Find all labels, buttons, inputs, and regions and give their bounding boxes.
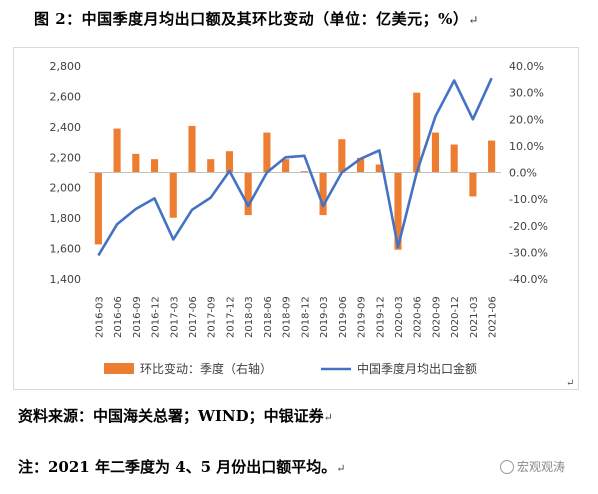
x-axis-tick-label: 2016-03 [94, 296, 105, 338]
right-axis-tick-label: 0.0% [509, 167, 537, 180]
x-axis-tick-label: 2016-06 [113, 296, 124, 338]
left-axis-tick-label: 2,000 [50, 182, 82, 195]
bar-qoq-change [113, 128, 121, 173]
x-axis-tick-label: 2020-09 [431, 296, 442, 338]
x-axis-tick-label: 2020-06 [413, 296, 424, 338]
left-axis-tick-label: 2,600 [50, 90, 82, 103]
bar-qoq-change [375, 164, 383, 173]
legend-label-line: 中国季度月均出口金额 [357, 361, 477, 376]
bar-qoq-change [488, 140, 496, 173]
right-axis-tick-label: -20.0% [509, 220, 548, 233]
bar-qoq-change [413, 92, 421, 173]
x-axis-tick-label: 2018-06 [263, 296, 274, 338]
x-axis-tick-label: 2020-03 [394, 296, 405, 338]
bar-qoq-change [169, 172, 177, 218]
x-axis-tick-label: 2017-12 [225, 296, 236, 338]
left-axis-tick-label: 2,200 [50, 151, 82, 164]
x-axis-tick-label: 2018-09 [282, 296, 293, 338]
bar-qoq-change [469, 172, 477, 197]
bar-qoq-change [244, 172, 252, 216]
right-axis-tick-label: 20.0% [509, 113, 544, 126]
bar-qoq-change [319, 172, 327, 216]
bar-qoq-change [356, 157, 365, 173]
left-axis-tick-label: 2,800 [50, 60, 82, 73]
watermark: 宏观观涛 [500, 458, 565, 475]
right-axis-tick-label: 40.0% [509, 60, 544, 73]
chart-title: 图 2：中国季度月均出口额及其环比变动（单位：亿美元；%）↵ [34, 8, 479, 29]
bar-qoq-change [263, 132, 271, 173]
x-axis-tick-label: 2019-06 [338, 296, 349, 338]
left-axis-tick-label: 1,400 [50, 273, 82, 286]
right-axis-tick-label: -40.0% [509, 273, 548, 286]
x-axis-tick-label: 2016-12 [151, 296, 162, 338]
x-axis-tick-label: 2019-12 [375, 296, 386, 338]
wechat-icon [500, 460, 514, 474]
x-axis-tick-label: 2016-09 [132, 296, 143, 338]
right-axis-tick-label: 10.0% [509, 140, 544, 153]
bar-qoq-change [300, 171, 308, 173]
right-axis-tick-label: -10.0% [509, 193, 548, 206]
x-axis-tick-label: 2017-09 [207, 296, 218, 338]
x-axis-tick-label: 2020-12 [450, 296, 461, 338]
source-text: 资料来源：中国海关总署；WIND；中银证券 [18, 407, 324, 425]
right-axis-tick-label: -30.0% [509, 246, 548, 259]
x-axis-tick-label: 2019-09 [357, 296, 368, 338]
watermark-text: 宏观观涛 [517, 460, 566, 474]
x-axis-tick-label: 2021-03 [469, 296, 480, 338]
x-axis-tick-label: 2018-03 [244, 296, 255, 338]
note-text: 注：2021 年二季度为 4、5 月份出口额平均。 [18, 458, 337, 476]
source-paragraph-mark: ↵ [323, 411, 333, 424]
line-monthly-export [97, 77, 493, 257]
left-axis-tick-label: 1,600 [50, 243, 82, 256]
left-axis-tick-label: 1,800 [50, 212, 82, 225]
chart-container: 1,400 1,600 1,800 2,000 2,200 2,400 2,600 2,800… [13, 47, 579, 390]
bar-qoq-change [94, 172, 102, 245]
source-line: 资料来源：中国海关总署；WIND；中银证券↵ [18, 405, 333, 426]
x-axis-tick-label: 2019-03 [319, 296, 330, 338]
x-axis-tick-label: 2017-06 [188, 296, 199, 338]
legend-label-bar: 环比变动：季度（右轴） [140, 361, 272, 376]
bar-qoq-change [188, 125, 196, 173]
right-axis-tick-label: 30.0% [509, 87, 544, 100]
bar-qoq-change [450, 144, 458, 173]
bar-qoq-change [132, 153, 140, 173]
bar-qoq-change [431, 132, 440, 173]
note-line: 注：2021 年二季度为 4、5 月份出口额平均。↵ [18, 456, 346, 477]
chart-title-text: 图 2：中国季度月均出口额及其环比变动（单位：亿美元；%） [34, 10, 469, 28]
x-axis-tick-label: 2017-03 [169, 296, 180, 338]
chart-paragraph-mark: ↵ [566, 378, 574, 389]
bar-qoq-change [150, 159, 159, 173]
x-axis-tick-label: 2021-06 [488, 296, 499, 338]
left-axis-tick-label: 2,400 [50, 121, 82, 134]
note-paragraph-mark: ↵ [336, 462, 346, 475]
x-axis-tick-label: 2018-12 [300, 296, 311, 338]
legend-swatch-bar [104, 363, 134, 374]
title-paragraph-mark: ↵ [468, 13, 479, 27]
bar-qoq-change [207, 159, 215, 173]
bar-qoq-change [225, 151, 234, 173]
chart-svg: 1,400 1,600 1,800 2,000 2,200 2,400 2,600 2,800… [50, 60, 575, 389]
bar-qoq-change [394, 172, 402, 250]
bar-qoq-change [282, 159, 290, 173]
bar-qoq-change [338, 139, 346, 173]
